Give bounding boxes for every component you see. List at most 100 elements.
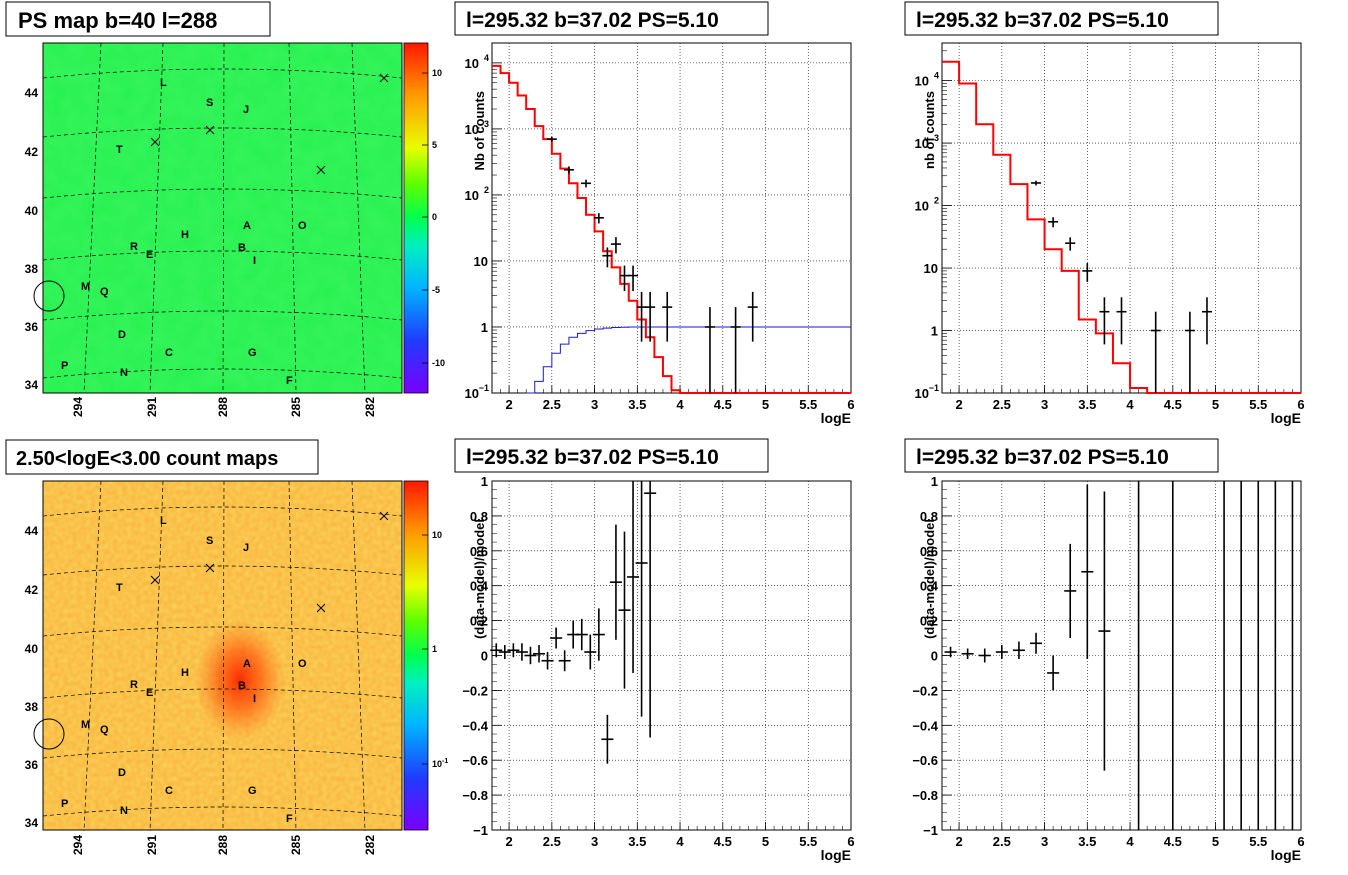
source-label: F (286, 375, 293, 387)
source-circle-marker (33, 280, 65, 312)
count-colorbar-ticks: 10 1 10-1 (422, 530, 448, 769)
source-label: M (81, 719, 90, 731)
source-label: R (130, 679, 138, 691)
cross-marker (205, 563, 215, 573)
y-tick-label: −0.6 (462, 753, 488, 768)
source-label: Q (100, 286, 109, 298)
map-y-tick-label: 34 (25, 816, 39, 830)
x-tick-label: 3 (591, 834, 598, 849)
y-tick-label: −0.2 (462, 683, 488, 698)
x-tick-label: 4 (676, 397, 684, 412)
x-tick-label: 5 (762, 397, 769, 412)
meridian-line (83, 480, 102, 832)
map-x-tick-label: 294 (71, 397, 85, 417)
source-label: I (253, 693, 256, 705)
x-tick-label: 2.5 (543, 834, 561, 849)
y-tick-exponent: 2 (934, 196, 939, 206)
map-x-tick-label: 294 (71, 835, 85, 855)
cross-marker (316, 603, 326, 613)
model-histogram (942, 60, 1301, 394)
y-tick-label: 10 (465, 122, 479, 137)
x-tick-label: 4.5 (714, 397, 732, 412)
count-colorbar (403, 480, 429, 831)
y-tick-label: 10 (465, 188, 479, 203)
meridian-line (288, 480, 297, 832)
res2-title-box (904, 438, 1219, 473)
y-tick-label: 0 (931, 649, 938, 664)
y-tick-exponent: 4 (934, 71, 939, 81)
y-tick-exponent: 3 (484, 119, 489, 129)
x-tick-label: 6 (847, 397, 854, 412)
ps-map-texture (43, 43, 402, 393)
cross-marker (379, 511, 389, 521)
x-tick-label: 5.5 (1249, 834, 1267, 849)
map-x-tick-label: 282 (363, 397, 377, 417)
meridian-line (83, 42, 102, 394)
ps-map-panel: L S J T A O H RE BI M Q D C G P N F 294 291 288 285 282 44 42 4… (5, 1, 445, 417)
map-x-tick-label: 291 (145, 835, 159, 855)
source-circle-marker (33, 718, 65, 750)
y-tick-label: 1 (481, 474, 488, 489)
x-tick-label: 5 (1212, 834, 1219, 849)
meridian-line (288, 42, 297, 394)
source-label: P (61, 798, 68, 810)
y-tick-label: 0.4 (470, 579, 489, 594)
y-tick-label: 0.4 (920, 579, 939, 594)
source-label: M (81, 281, 90, 293)
cross-marker (150, 137, 160, 147)
y-tick-exponent: 2 (484, 185, 489, 195)
colorbar-tick-exponent: -1 (442, 758, 448, 765)
source-label: E (146, 687, 153, 699)
x-tick-label: 5 (762, 834, 769, 849)
map-y-tick-label: 38 (25, 262, 39, 276)
ps-colorbar-ticks: 10 5 0 -5 -10 (422, 68, 445, 368)
x-tick-label: 4 (1126, 397, 1134, 412)
ps-map-title-box (5, 1, 271, 37)
source-label: T (116, 582, 123, 594)
y-tick-exponent: −1 (479, 383, 489, 393)
x-tick-label: 6 (1297, 834, 1304, 849)
source-label: R (130, 241, 138, 253)
x-tick-label: 3 (1041, 834, 1048, 849)
x-tick-label: 2 (505, 397, 512, 412)
x-tick-label: 2 (955, 397, 962, 412)
source-label: P (61, 360, 68, 372)
x-tick-label: 5.5 (1249, 397, 1267, 412)
cross-marker (150, 575, 160, 585)
x-tick-label: 2.5 (993, 397, 1011, 412)
spec1-title-box (454, 1, 769, 36)
y-tick-label: 0.2 (920, 614, 938, 629)
x-tick-label: 3.5 (628, 397, 646, 412)
source-label: N (120, 805, 128, 817)
plot-frame (491, 480, 852, 831)
count-map-source-labels: L S J T A O H RE BI M Q D C G P N F (61, 515, 307, 825)
y-tick-label: 1 (931, 324, 938, 339)
x-tick-label: 2.5 (993, 834, 1011, 849)
meridian-line (351, 480, 366, 832)
map-x-tick-label: 288 (216, 397, 230, 417)
colorbar-tick-label: 5 (432, 140, 437, 150)
y-tick-label: 0.6 (920, 544, 938, 559)
x-tick-label: 5.5 (799, 397, 817, 412)
source-label: Q (100, 724, 109, 736)
y-tick-exponent: 3 (934, 133, 939, 143)
source-label: G (248, 785, 257, 797)
map-y-tick-label: 42 (25, 145, 39, 159)
x-tick-label: 2 (955, 834, 962, 849)
y-tick-label: 1 (481, 320, 488, 335)
y-tick-label: 10 (915, 136, 929, 151)
source-label: J (243, 104, 249, 116)
x-tick-label: 3.5 (628, 834, 646, 849)
source-label: H (181, 229, 189, 241)
model-histogram (492, 64, 851, 394)
meridian-line (222, 42, 225, 394)
source-label: H (181, 667, 189, 679)
ps-map-source-labels: L S J T A O H RE BI M Q D C G P N F (61, 77, 307, 387)
x-axis-label: logE (821, 847, 851, 863)
meridian-line (222, 480, 225, 832)
source-label: L (160, 515, 167, 527)
